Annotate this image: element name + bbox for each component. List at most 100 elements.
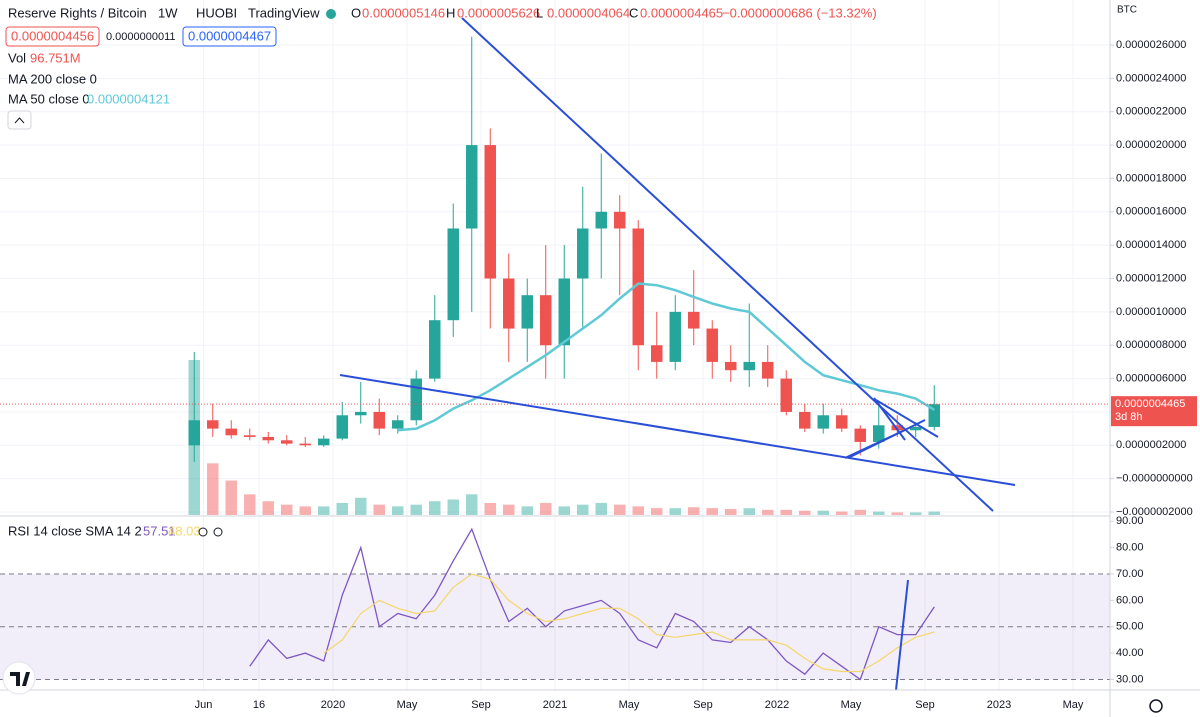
x-tick-label: 2023: [987, 699, 1011, 711]
candle-body: [503, 278, 515, 329]
candle-body: [466, 145, 478, 229]
candle-body: [873, 425, 885, 442]
candle-body: [891, 425, 903, 431]
volume-bar: [817, 510, 829, 515]
logo-mark: [10, 672, 30, 686]
candle-body: [373, 411, 385, 429]
y-tick-label: 0.0000018000: [1116, 172, 1186, 184]
legend-value: 0.0000004121: [87, 91, 170, 106]
candle-body: [392, 420, 404, 429]
volume-bar: [373, 504, 385, 515]
volume-bar: [299, 506, 311, 515]
volume-bar: [336, 502, 348, 515]
candle-body: [355, 411, 367, 416]
volume-bar: [614, 504, 626, 515]
change: −0.0000000686 (−13.32%): [722, 5, 877, 20]
marks: [0, 36, 1110, 681]
candle-body: [577, 228, 589, 279]
rsi-line: [323, 573, 935, 673]
collapse-icon: [14, 117, 25, 124]
symbol-title[interactable]: Reserve Rights / Bitcoin: [8, 5, 147, 20]
grid: [0, 0, 1110, 690]
volume-bar: [521, 506, 533, 515]
candle-body: [688, 311, 700, 329]
candle-body: [836, 415, 848, 429]
volume-bar: [207, 463, 219, 515]
candle-body: [447, 228, 459, 321]
volume-bar: [910, 512, 922, 515]
legend-label[interactable]: MA 200 close 0: [8, 71, 97, 86]
spread: 0.0000000011: [106, 31, 176, 43]
candle-body: [595, 211, 607, 229]
ohlc-value: 0.0000005146: [362, 5, 445, 20]
settings-button[interactable]: [1149, 699, 1163, 713]
volume-bar: [466, 494, 478, 515]
volume-bar: [225, 480, 237, 515]
volume-bar: [429, 501, 441, 515]
legend-label[interactable]: Vol: [8, 50, 26, 65]
legend-label[interactable]: MA 50 close 0: [8, 91, 90, 106]
candle-body: [281, 440, 293, 444]
volume-bar: [669, 508, 681, 515]
y-tick-label: 0.0000014000: [1116, 239, 1186, 251]
x-tick-label: 2021: [543, 699, 567, 711]
y-tick-label: −0.0000000000: [1116, 473, 1193, 485]
y-tick-label: 90.00: [1116, 515, 1144, 527]
x-tick-label: Sep: [693, 699, 713, 711]
candle-body: [188, 420, 200, 446]
trend-lines: [339, 17, 1016, 691]
trend-line[interactable]: [844, 429, 906, 459]
x-tick-label: May: [841, 699, 862, 711]
hidden-icon[interactable]: [213, 527, 223, 537]
candle-body: [928, 404, 940, 427]
volume-bar: [503, 504, 515, 515]
volume-bar: [558, 506, 570, 515]
volume-bar: [725, 508, 737, 515]
ohlc-key: H: [446, 5, 455, 20]
y-tick-label: 0.0000024000: [1116, 72, 1186, 84]
y-tick-label: 0.0000008000: [1116, 339, 1186, 351]
candle-body: [484, 145, 496, 279]
volume-bar: [688, 507, 700, 515]
trend-line[interactable]: [875, 399, 939, 438]
volume-bar: [799, 510, 811, 515]
y-tick-label: 0.0000010000: [1116, 306, 1186, 318]
currency[interactable]: BTC: [1117, 5, 1137, 16]
candle-body: [632, 228, 644, 346]
collapse-button[interactable]: [7, 110, 32, 130]
market-status[interactable]: [326, 9, 336, 19]
trend-line[interactable]: [895, 579, 909, 691]
ask-price[interactable]: 0.0000004467: [188, 28, 271, 43]
hidden-icon[interactable]: [198, 527, 208, 537]
exchange: HUOBI: [196, 5, 237, 20]
interval[interactable]: 1W: [158, 5, 178, 20]
candle-body: [410, 378, 422, 421]
y-tick-label: 40.00: [1116, 647, 1144, 659]
ohlc-key: O: [351, 5, 361, 20]
candle-body: [336, 415, 348, 439]
candle-body: [762, 361, 774, 379]
volume-bar: [355, 497, 367, 515]
rsi-title[interactable]: RSI 14 close SMA 14 2: [8, 523, 142, 538]
y-tick-label: 70.00: [1116, 568, 1144, 580]
y-tick-label: 0.0000016000: [1116, 206, 1186, 218]
sell-box[interactable]: [5, 26, 100, 47]
trend-line[interactable]: [461, 17, 994, 512]
rsi-value: 57.51: [143, 523, 176, 538]
y-tick-label: −0.0000002000: [1116, 506, 1193, 518]
volume-bar: [262, 501, 274, 515]
y-tick-label: 0.0000012000: [1116, 272, 1186, 284]
volume-bar: [484, 502, 496, 515]
bid-price[interactable]: 0.0000004456: [11, 28, 94, 43]
y-tick-label: 0.0000020000: [1116, 139, 1186, 151]
countdown: 3d 8h: [1115, 411, 1143, 423]
buy-box[interactable]: [182, 26, 277, 47]
candle-body: [207, 420, 219, 429]
trend-line[interactable]: [339, 374, 1016, 486]
volume-bar: [762, 509, 774, 515]
volume-bar: [873, 511, 885, 515]
volume-bar: [928, 511, 940, 515]
candle-body: [854, 428, 866, 442]
volume-bar: [410, 504, 422, 515]
ohlc-value: 0.0000004064: [547, 5, 630, 20]
